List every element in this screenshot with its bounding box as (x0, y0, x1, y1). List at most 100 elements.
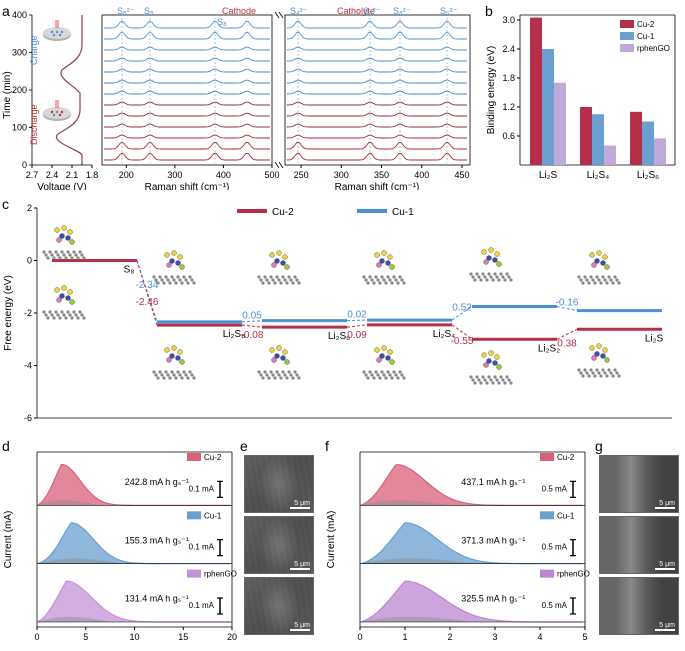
svg-text:-2: -2 (24, 308, 32, 318)
svg-text:3: 3 (492, 632, 497, 642)
svg-text:155.3 mA h gₛ⁻¹: 155.3 mA h gₛ⁻¹ (125, 535, 189, 545)
svg-text:20: 20 (227, 632, 237, 642)
svg-text:250: 250 (294, 170, 309, 180)
panel-a-xlabel-right: Raman shift (cm⁻¹) (335, 182, 420, 190)
svg-text:0.05: 0.05 (242, 310, 262, 321)
panel-a-chart: Time (min) 0 100 200 300 400 Charge Discharg… (2, 5, 477, 190)
svg-text:S₄²⁻: S₄²⁻ (290, 6, 308, 16)
svg-text:Cu-2: Cu-2 (204, 453, 222, 462)
svg-text:325.5 mA h gₛ⁻¹: 325.5 mA h gₛ⁻¹ (461, 594, 525, 604)
svg-text:0: 0 (34, 632, 39, 642)
sem-e-2: 5 μm (244, 516, 314, 574)
svg-text:1.2: 1.2 (502, 102, 515, 112)
svg-text:200: 200 (119, 170, 134, 180)
svg-text:-2.46: -2.46 (136, 297, 159, 308)
sem-g-2: 5 μm (599, 516, 679, 574)
panel-d-chart: 05101520Time (10³s)Current (mA)242.8 mA … (2, 440, 237, 645)
svg-text:S₈: S₈ (124, 265, 135, 276)
panel-c-chart: Free energy (eV) -6 -4 -2 0 2 S₈-2.34 -2.46 Li… (2, 198, 680, 433)
panel-e: e 5 μm 5 μm 5 μm (240, 440, 315, 645)
svg-text:Current (mA): Current (mA) (3, 511, 14, 569)
svg-text:400: 400 (216, 170, 231, 180)
svg-text:100: 100 (12, 123, 27, 133)
cathode-label: Cathode (222, 6, 256, 16)
svg-text:437.1 mA h gₛ⁻¹: 437.1 mA h gₛ⁻¹ (461, 477, 525, 487)
svg-text:2.4: 2.4 (46, 170, 59, 180)
svg-text:Cu-1: Cu-1 (204, 511, 222, 520)
panel-c-label: c (2, 196, 9, 212)
svg-text:0.02: 0.02 (347, 309, 367, 320)
panel-b-chart: Binding energy (eV) 0.61.21.82.43.0 Li₂S… (485, 5, 680, 190)
sem-e-3: 5 μm (244, 577, 314, 635)
svg-text:350: 350 (374, 170, 389, 180)
panel-c-legend: Cu-2 Cu-1 (237, 207, 414, 218)
svg-text:2: 2 (27, 203, 32, 213)
panel-c: c Free energy (eV) -6 -4 -2 0 2 S₈-2.34 -2.46… (2, 198, 680, 433)
panel-b-ylabel: Binding energy (eV) (486, 46, 497, 134)
panel-g: g 5 μm 5 μm 5 μm (595, 440, 680, 645)
svg-text:15: 15 (178, 632, 188, 642)
svg-text:0.1 mA: 0.1 mA (189, 484, 215, 493)
panel-c-ylabel: Free energy (eV) (3, 275, 14, 351)
svg-text:5: 5 (582, 632, 587, 642)
panel-g-label: g (595, 438, 603, 454)
svg-text:Li₂S₆: Li₂S₆ (637, 170, 659, 181)
panel-f-chart: 012345Time (10³s)Current (mA)437.1 mA h … (325, 440, 590, 645)
panel-b: b Binding energy (eV) 0.61.21.82.43.0 Li… (485, 5, 680, 190)
svg-text:Cu-2: Cu-2 (557, 453, 575, 462)
svg-text:Li₂S: Li₂S (645, 333, 664, 344)
charge-text: Charge (29, 35, 39, 65)
svg-text:rphenGO: rphenGO (204, 570, 237, 579)
svg-text:300: 300 (12, 48, 27, 58)
panel-e-label: e (240, 438, 248, 454)
panel-b-label: b (485, 3, 493, 19)
svg-text:1.8: 1.8 (86, 170, 99, 180)
svg-text:2.7: 2.7 (26, 170, 39, 180)
svg-text:Current (mA): Current (mA) (326, 511, 337, 569)
svg-text:0.09: 0.09 (347, 330, 367, 341)
svg-text:2.4: 2.4 (502, 44, 515, 54)
svg-text:Cu-1: Cu-1 (557, 511, 575, 520)
svg-text:500: 500 (264, 170, 279, 180)
svg-text:S₈²⁻: S₈²⁻ (117, 6, 135, 16)
svg-text:4: 4 (537, 632, 542, 642)
svg-text:Cu-1: Cu-1 (392, 207, 414, 218)
svg-text:0.1 mA: 0.1 mA (189, 543, 215, 552)
svg-text:300: 300 (334, 170, 349, 180)
svg-text:0: 0 (357, 632, 362, 642)
svg-text:400: 400 (12, 10, 27, 20)
panel-d: d 05101520Time (10³s)Current (mA)242.8 m… (2, 440, 237, 645)
panel-a-label: a (2, 3, 10, 19)
svg-text:0: 0 (27, 256, 32, 266)
svg-text:0: 0 (22, 160, 27, 170)
svg-text:131.4 mA h gₛ⁻¹: 131.4 mA h gₛ⁻¹ (125, 594, 189, 604)
svg-text:0.5 mA: 0.5 mA (542, 601, 568, 610)
svg-text:400: 400 (414, 170, 429, 180)
svg-text:3.0: 3.0 (502, 15, 515, 25)
panel-a-ylabel: Time (min) (2, 71, 13, 118)
sem-g-3: 5 μm (599, 577, 679, 635)
svg-text:Cu-2: Cu-2 (272, 207, 294, 218)
svg-text:300: 300 (167, 170, 182, 180)
svg-text:Cu-1: Cu-1 (637, 32, 655, 41)
svg-text:S₈: S₈ (217, 17, 227, 27)
svg-text:450: 450 (454, 170, 469, 180)
sem-e-1: 5 μm (244, 455, 314, 513)
svg-text:0.5 mA: 0.5 mA (542, 484, 568, 493)
discharge-text: Discharge (29, 104, 39, 145)
svg-text:S₈²⁻: S₈²⁻ (393, 6, 411, 16)
svg-text:-4: -4 (24, 361, 32, 371)
svg-text:2.1: 2.1 (66, 170, 79, 180)
charge-disk-icon (43, 20, 71, 41)
svg-text:-2.34: -2.34 (136, 280, 159, 291)
svg-text:5: 5 (83, 632, 88, 642)
svg-text:-6: -6 (24, 413, 32, 423)
svg-text:0.38: 0.38 (557, 338, 577, 349)
svg-text:Li₂S: Li₂S (539, 170, 558, 181)
panel-a-xlabel-mid: Raman shift (cm⁻¹) (145, 182, 230, 190)
svg-text:0.5 mA: 0.5 mA (542, 543, 568, 552)
svg-text:Li₂S₄: Li₂S₄ (587, 170, 609, 181)
svg-text:S₈²⁻: S₈²⁻ (363, 6, 381, 16)
svg-text:rphenGO: rphenGO (637, 44, 670, 53)
svg-text:371.3 mA h gₛ⁻¹: 371.3 mA h gₛ⁻¹ (461, 535, 525, 545)
